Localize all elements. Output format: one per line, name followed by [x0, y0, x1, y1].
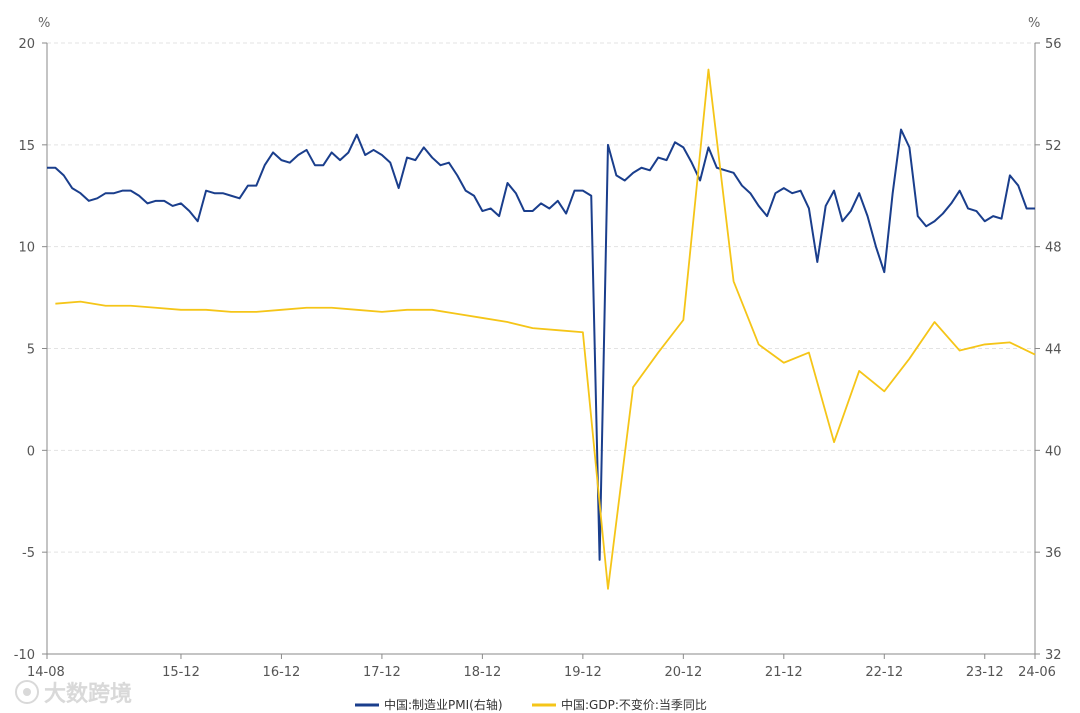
- y-left-tick-label: 5: [27, 343, 35, 358]
- legend: 中国:制造业PMI(右轴) 中国:GDP:不变价:当季同比: [355, 697, 707, 712]
- x-tick-label: 17-12: [363, 665, 401, 680]
- x-tick-label: 19-12: [564, 665, 602, 680]
- x-tick-label: 16-12: [263, 665, 301, 680]
- x-tick-label: 22-12: [865, 665, 903, 680]
- legend-label-pmi: 中国:制造业PMI(右轴): [384, 697, 503, 712]
- y-right-tick-label: 44: [1045, 343, 1062, 358]
- y-left-tick-label: 20: [18, 37, 35, 52]
- y-right-tick-label: 36: [1045, 546, 1062, 561]
- x-tick-label: 20-12: [664, 665, 702, 680]
- y-right-tick-label: 52: [1045, 139, 1062, 154]
- gridlines: [47, 42, 1035, 553]
- left-axis-unit: %: [38, 16, 50, 31]
- x-tick-label: 15-12: [162, 665, 200, 680]
- y-right-tick-label: 48: [1045, 241, 1062, 256]
- watermark: 大数跨境: [15, 680, 132, 707]
- y-left-tick-label: 0: [27, 444, 35, 459]
- tick-labels: 20 15 10 5 0 -5 -10 56 52 48 44 40 36 32 14-08 15-12 16-…: [14, 37, 1062, 680]
- y-left-tick-label: 10: [18, 241, 35, 256]
- y-left-tick-label: 15: [18, 139, 35, 154]
- legend-label-gdp: 中国:GDP:不变价:当季同比: [561, 697, 707, 712]
- x-tick-label: 23-12: [966, 665, 1004, 680]
- right-axis-unit: %: [1028, 16, 1040, 31]
- series: [47, 68, 1036, 590]
- y-left-tick-label: -10: [14, 648, 35, 663]
- x-tick-label: 21-12: [765, 665, 803, 680]
- y-right-tick-label: 40: [1045, 444, 1062, 459]
- watermark-logo-dot-icon: [23, 688, 31, 696]
- y-left-tick-label: -5: [22, 546, 35, 561]
- x-tick-label: 18-12: [463, 665, 501, 680]
- x-tick-label: 14-08: [27, 665, 65, 680]
- watermark-text: 大数跨境: [44, 681, 132, 707]
- pmi-series-line: [47, 128, 1035, 561]
- watermark-logo-icon: [15, 680, 39, 704]
- axes: % %: [38, 16, 1040, 655]
- x-tick-label: 24-06: [1018, 665, 1056, 680]
- gdp-series-line: [55, 68, 1036, 590]
- y-right-tick-label: 56: [1045, 37, 1062, 52]
- y-right-tick-label: 32: [1045, 648, 1062, 663]
